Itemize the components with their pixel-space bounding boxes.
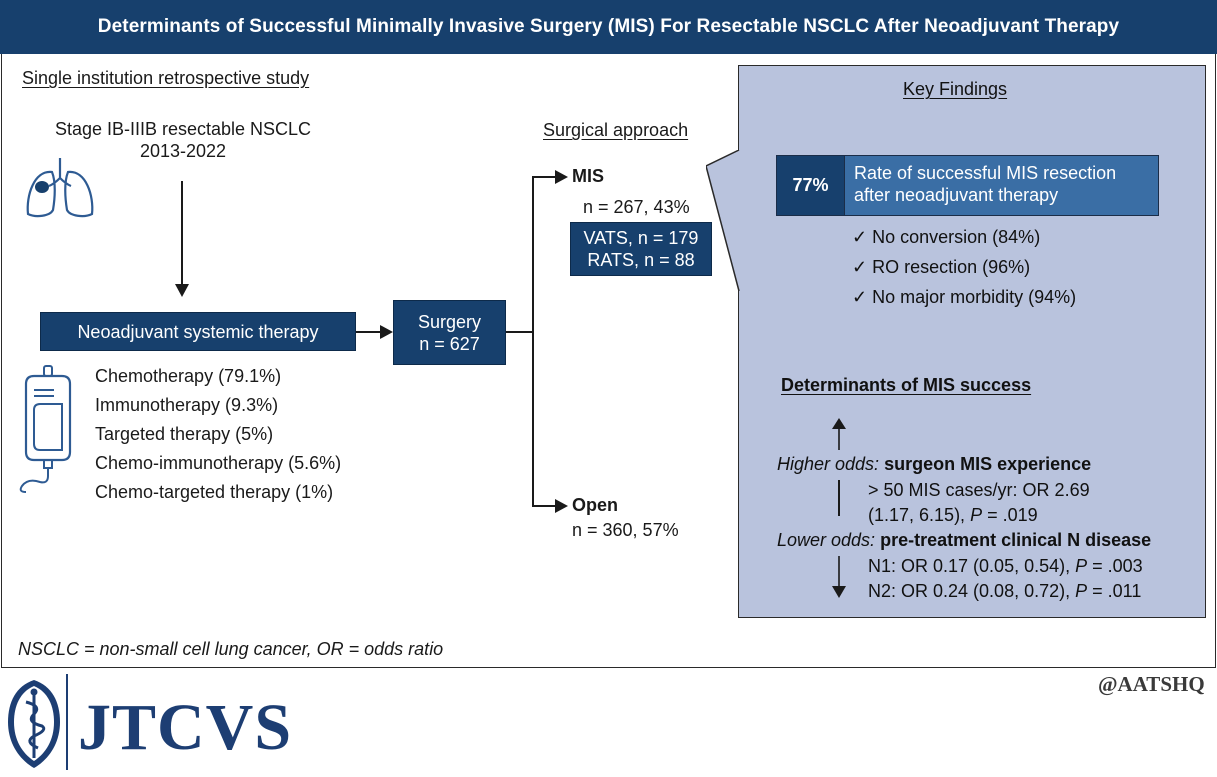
n1-stat: N1: OR 0.17 (0.05, 0.54), P = .003 <box>868 556 1143 576</box>
arrow-down-icon <box>832 556 846 598</box>
lower-odds-line: Lower odds: pre-treatment clinical N dis… <box>777 529 1151 551</box>
arrowhead-down <box>175 284 189 297</box>
success-rate-box: 77% Rate of successful MIS resection aft… <box>776 155 1159 216</box>
n2-stat: N2: OR 0.24 (0.08, 0.72), P = .011 <box>868 581 1142 601</box>
surgery-label: Surgery <box>417 311 482 332</box>
higher-odds-stats: > 50 MIS cases/yr: OR 2.69 (1.17, 6.15),… <box>868 478 1090 528</box>
determinants-heading: Determinants of MIS success <box>781 375 1032 395</box>
list-item: ✓ No conversion (84%) <box>852 227 1041 247</box>
rats-count: RATS, n = 88 <box>587 250 695 270</box>
rate-line2: after neoadjuvant therapy <box>854 185 1059 205</box>
lower-odds-factor: pre-treatment clinical N disease <box>880 530 1152 550</box>
open-label: Open <box>572 495 619 515</box>
arrow-shaft <box>838 480 840 516</box>
check-icon: ✓ <box>852 287 868 307</box>
list-item: ✓ RO resection (96%) <box>852 257 1031 277</box>
mis-label: MIS <box>572 166 605 186</box>
callout-pointer <box>706 150 740 292</box>
branch-vertical <box>532 176 534 506</box>
neoadjuvant-therapy-label: Neoadjuvant systemic therapy <box>77 321 319 342</box>
mis-count: n = 267, 43% <box>583 197 690 217</box>
open-count: n = 360, 57% <box>572 520 679 540</box>
population-dates: 2013-2022 <box>139 141 227 161</box>
title-bar: Determinants of Successful Minimally Inv… <box>0 0 1217 54</box>
caduceus-logo-icon <box>8 680 60 768</box>
higher-odds-factor: surgeon MIS experience <box>884 454 1092 474</box>
surgical-approach-heading: Surgical approach <box>543 120 689 140</box>
surgery-box: Surgery n = 627 <box>393 300 506 365</box>
list-item: Chemo-targeted therapy (1%) <box>95 482 334 502</box>
list-item: Chemotherapy (79.1%) <box>95 366 282 386</box>
logo-divider <box>66 674 68 770</box>
footnote: NSCLC = non-small cell lung cancer, OR =… <box>18 639 444 659</box>
higher-odds-or: > 50 MIS cases/yr: OR 2.69 <box>868 480 1090 500</box>
list-item: Immunotherapy (9.3%) <box>95 395 279 415</box>
arrow-to-open <box>532 505 558 507</box>
success-rate-description: Rate of successful MIS resection after n… <box>845 156 1158 215</box>
lungs-icon <box>26 158 94 218</box>
list-item: Targeted therapy (5%) <box>95 424 274 444</box>
arrowhead-right <box>555 499 568 513</box>
arrow-therapy-to-surgery <box>356 331 383 333</box>
rate-line1: Rate of successful MIS resection <box>854 163 1117 183</box>
success-rate-value: 77% <box>777 156 845 215</box>
key-findings-heading: Key Findings <box>903 79 1008 99</box>
list-item: ✓ No major morbidity (94%) <box>852 287 1077 307</box>
check-icon: ✓ <box>852 227 868 247</box>
check-icon: ✓ <box>852 257 868 277</box>
arrow-population-to-therapy <box>181 181 183 287</box>
iv-bag-icon <box>19 365 72 493</box>
surgery-count: n = 627 <box>419 333 480 354</box>
higher-odds-prefix: Higher odds: <box>777 454 880 474</box>
lower-odds-stats: N1: OR 0.17 (0.05, 0.54), P = .003 N2: O… <box>868 554 1143 604</box>
therapy-list: Chemotherapy (79.1%) Immunotherapy (9.3%… <box>95 362 341 507</box>
list-item: Chemo-immunotherapy (5.6%) <box>95 453 342 473</box>
lower-odds-prefix: Lower odds: <box>777 530 876 550</box>
vats-count: VATS, n = 179 <box>583 228 699 248</box>
population-line1: Stage IB-IIIB resectable NSCLC <box>54 119 312 139</box>
branch-connector <box>506 331 533 333</box>
arrowhead-right <box>555 170 568 184</box>
mis-breakdown-box: VATS, n = 179 RATS, n = 88 <box>570 222 712 276</box>
higher-odds-line: Higher odds: surgeon MIS experience <box>777 453 1091 475</box>
outcome-checklist: ✓ No conversion (84%) ✓ RO resection (96… <box>852 222 1076 312</box>
abstract-frame <box>1 54 1216 668</box>
arrow-to-mis <box>532 176 558 178</box>
higher-odds-ci: (1.17, 6.15), P = .019 <box>868 505 1038 525</box>
population-description: Stage IB-IIIB resectable NSCLC 2013-2022 <box>38 118 328 162</box>
neoadjuvant-therapy-box: Neoadjuvant systemic therapy <box>40 312 356 351</box>
journal-wordmark: JTCVS <box>78 691 293 764</box>
study-design-label: Single institution retrospective study <box>22 68 310 88</box>
social-handle: @AATSHQ <box>1098 672 1205 696</box>
arrow-up-icon <box>832 418 846 450</box>
arrowhead-right <box>380 325 393 339</box>
page-title: Determinants of Successful Minimally Inv… <box>97 16 1120 37</box>
